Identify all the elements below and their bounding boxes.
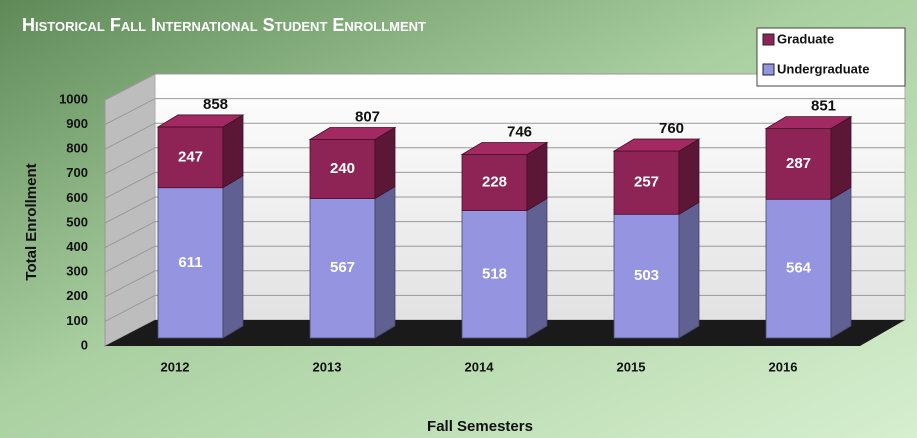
legend-label: Undergraduate [777,61,869,76]
y-tick-label: 500 [66,214,88,229]
total-label: 746 [507,123,532,140]
y-tick-label: 0 [81,337,88,352]
y-tick-label: 200 [66,288,88,303]
x-axis-label: Fall Semesters [427,418,533,435]
legend-label: Graduate [777,31,834,46]
value-label: 257 [634,174,659,191]
grid-line [104,73,905,101]
y-tick-label: 100 [66,313,88,328]
bar-segment-side [222,114,244,189]
y-axis-label: Total Enrollment [23,163,40,280]
bar-segment-top [460,142,549,155]
legend-swatch [762,33,775,46]
bar-segment [461,154,528,211]
bar-segment-top [764,116,853,130]
bar-segment [157,187,224,339]
bar-segment-side [678,138,700,215]
bar-segment [461,210,528,339]
bar-segment [309,198,376,339]
bar-segment-side [830,115,852,200]
value-label: 287 [786,155,811,172]
value-label: 240 [330,160,355,177]
bar-segment-side [222,174,244,339]
x-tick-label: 2012 [161,359,190,374]
bar-segment [765,128,832,200]
x-tick-label: 2015 [617,359,646,374]
value-label: 228 [482,173,507,190]
value-label: 611 [178,254,202,271]
value-label: 503 [634,267,659,284]
chart-title: Historical Fall International Student En… [22,15,426,35]
total-label: 851 [811,98,836,115]
value-label: 564 [786,260,812,277]
bar-segment [613,150,680,215]
x-tick-label: 2014 [465,359,495,374]
grid-line [104,122,905,150]
bar-segment [157,126,224,189]
bar-segment [613,213,680,339]
legend-swatch [762,63,775,76]
y-tick-label: 400 [66,239,88,254]
x-tick-label: 2013 [313,359,342,374]
bar-segment [309,139,376,199]
bar-segment-side [526,197,548,339]
bar-segment-side [374,185,396,339]
y-tick-label: 800 [66,141,88,156]
value-label: 247 [178,148,203,165]
value-label: 518 [482,265,507,282]
bar-segment-top [612,138,701,152]
total-label: 858 [203,96,228,113]
total-label: 760 [659,120,684,137]
bar-segment-top [308,127,397,140]
bar-segment [765,198,832,339]
x-tick-label: 2016 [769,359,798,374]
grid-line [104,98,905,126]
y-tick-label: 900 [66,116,88,131]
y-tick-label: 1000 [59,91,88,106]
bar-segment-side [830,186,852,339]
legend [756,27,906,87]
bar-segment-side [678,201,700,339]
bar-segment-top [156,114,245,128]
y-tick-label: 300 [66,264,88,279]
total-label: 807 [355,108,380,125]
y-tick-label: 600 [66,190,88,205]
value-label: 567 [330,259,355,276]
y-tick-label: 700 [66,165,88,180]
